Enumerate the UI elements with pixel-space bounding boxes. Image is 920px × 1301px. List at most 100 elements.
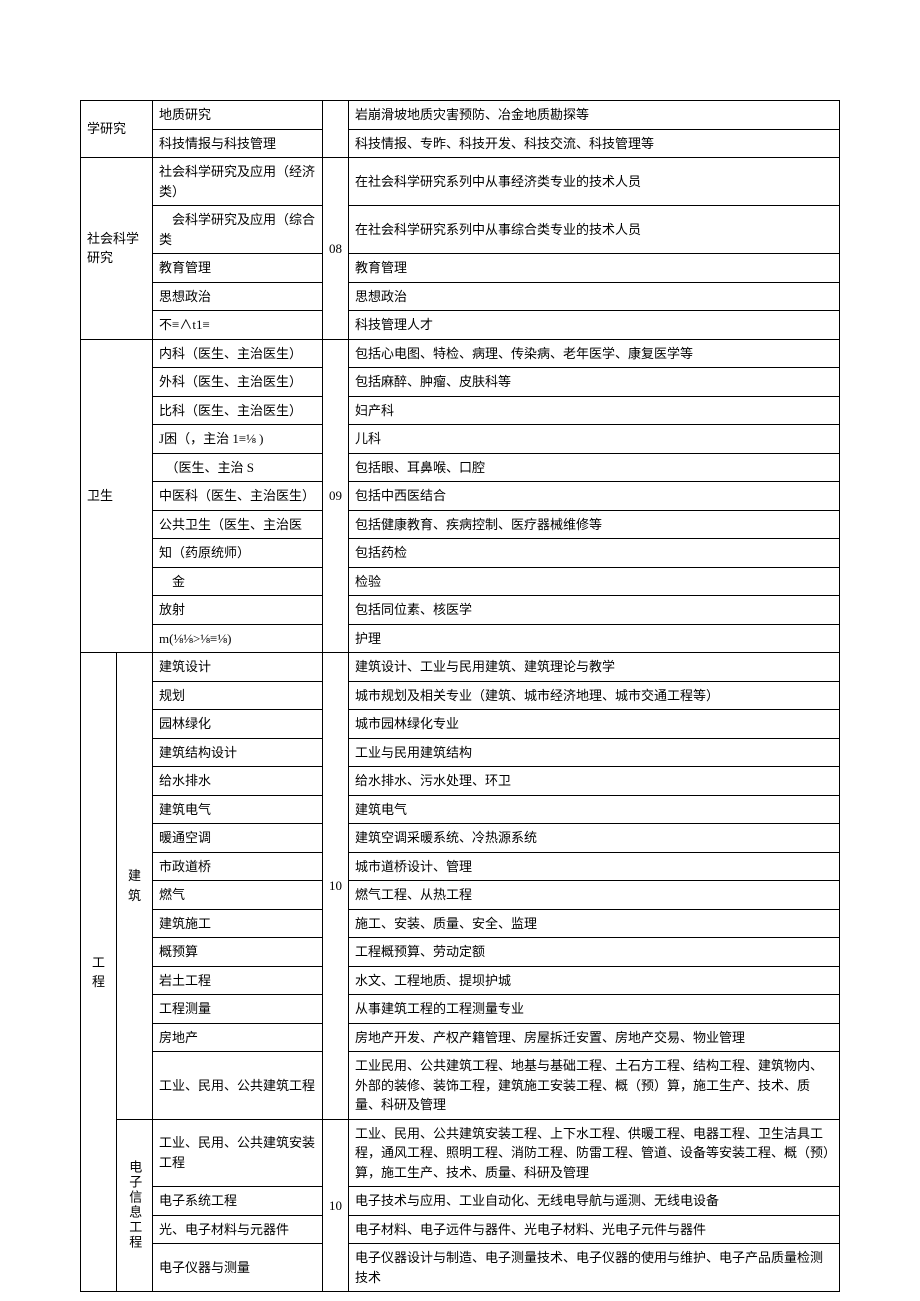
desc-cell: 城市园林绿化专业 <box>349 710 840 739</box>
desc-cell: 包括同位素、核医学 <box>349 596 840 625</box>
subject-cell: 房地产 <box>153 1023 323 1052</box>
table-row: 工业、民用、公共建筑工程工业民用、公共建筑工程、地基与基础工程、土石方工程、结构… <box>81 1052 840 1120</box>
subject-cell: 公共卫生（医生、主治医 <box>153 510 323 539</box>
table-row: 给水排水给水排水、污水处理、环卫 <box>81 767 840 796</box>
desc-cell: 建筑电气 <box>349 795 840 824</box>
subject-cell: （医生、主治 S <box>153 453 323 482</box>
desc-cell: 建筑设计、工业与民用建筑、建筑理论与教学 <box>349 653 840 682</box>
classification-table: 学研究 地质研究 岩崩滑坡地质灾害预防、冶金地质勘探等 科技情报与科技管理 科技… <box>80 100 840 1292</box>
desc-cell: 城市规划及相关专业（建筑、城市经济地理、城市交通工程等） <box>349 681 840 710</box>
desc-cell: 电子技术与应用、工业自动化、无线电导航与遥测、无线电设备 <box>349 1187 840 1216</box>
desc-cell: 从事建筑工程的工程测量专业 <box>349 995 840 1024</box>
desc-cell: 水文、工程地质、提坝护城 <box>349 966 840 995</box>
desc-cell: 儿科 <box>349 425 840 454</box>
desc-cell: 检验 <box>349 567 840 596</box>
subject-cell: J困（，主治 1≡⅛ ) <box>153 425 323 454</box>
table-row: 岩土工程水文、工程地质、提坝护城 <box>81 966 840 995</box>
desc-cell: 科技情报、专昨、科技开发、科技交流、科技管理等 <box>349 129 840 158</box>
code-cell: 10 <box>323 653 349 1120</box>
category-cell: 社会科学研究 <box>81 158 153 340</box>
subject-cell: 社会科学研究及应用（经济类） <box>153 158 323 206</box>
subject-cell: 建筑施工 <box>153 909 323 938</box>
category-cell: 卫生 <box>81 339 153 653</box>
subject-cell: 建筑电气 <box>153 795 323 824</box>
table-row: 放射包括同位素、核医学 <box>81 596 840 625</box>
desc-cell: 包括健康教育、疾病控制、医疗器械维修等 <box>349 510 840 539</box>
subject-cell: 外科（医生、主治医生） <box>153 368 323 397</box>
desc-cell: 教育管理 <box>349 254 840 283</box>
subject-cell: 建筑结构设计 <box>153 738 323 767</box>
table-row: 燃气燃气工程、从热工程 <box>81 881 840 910</box>
subject-cell: 不≡∧t1≡ <box>153 311 323 340</box>
subject-cell: 教育管理 <box>153 254 323 283</box>
subject-cell: 暖通空调 <box>153 824 323 853</box>
desc-cell: 包括眼、耳鼻喉、口腔 <box>349 453 840 482</box>
desc-cell: 思想政治 <box>349 282 840 311</box>
desc-cell: 施工、安装、质量、安全、监理 <box>349 909 840 938</box>
subject-cell: 中医科（医生、主治医生） <box>153 482 323 511</box>
table-row: 电子信息工程 工业、民用、公共建筑安装工程 10 工业、民用、公共建筑安装工程、… <box>81 1119 840 1187</box>
table-row: 规划城市规划及相关专业（建筑、城市经济地理、城市交通工程等） <box>81 681 840 710</box>
subcategory-cell: 电子信息工程 <box>117 1119 153 1292</box>
desc-cell: 妇产科 <box>349 396 840 425</box>
subject-cell: 工业、民用、公共建筑工程 <box>153 1052 323 1120</box>
desc-cell: 在社会科学研究系列中从事综合类专业的技术人员 <box>349 206 840 254</box>
table-row: 知（药原统师） 包括药检 <box>81 539 840 568</box>
desc-cell: 电子材料、电子远件与器件、光电子材料、光电子元件与器件 <box>349 1215 840 1244</box>
table-row: 不≡∧t1≡ 科技管理人才 <box>81 311 840 340</box>
desc-cell: 岩崩滑坡地质灾害预防、冶金地质勘探等 <box>349 101 840 130</box>
desc-cell: 工程概预算、劳动定额 <box>349 938 840 967</box>
desc-cell: 包括麻醉、肿瘤、皮肤科等 <box>349 368 840 397</box>
desc-cell: 在社会科学研究系列中从事经济类专业的技术人员 <box>349 158 840 206</box>
table-row: 中医科（医生、主治医生） 包括中西医结合 <box>81 482 840 511</box>
desc-cell: 科技管理人才 <box>349 311 840 340</box>
desc-cell: 包括药检 <box>349 539 840 568</box>
subject-cell: 思想政治 <box>153 282 323 311</box>
table-row: 教育管理 教育管理 <box>81 254 840 283</box>
desc-cell: 燃气工程、从热工程 <box>349 881 840 910</box>
subject-cell: 电子系统工程 <box>153 1187 323 1216</box>
desc-cell: 工业民用、公共建筑工程、地基与基础工程、土石方工程、结构工程、建筑物内、外部的装… <box>349 1052 840 1120</box>
desc-cell: 给水排水、污水处理、环卫 <box>349 767 840 796</box>
subject-cell: 地质研究 <box>153 101 323 130</box>
subject-cell: 概预算 <box>153 938 323 967</box>
subject-cell: 比科（医生、主治医生） <box>153 396 323 425</box>
category-cell: 工程 <box>81 653 117 1292</box>
table-row: 科技情报与科技管理 科技情报、专昨、科技开发、科技交流、科技管理等 <box>81 129 840 158</box>
table-row: 园林绿化城市园林绿化专业 <box>81 710 840 739</box>
code-cell: 09 <box>323 339 349 653</box>
table-row: 建筑结构设计工业与民用建筑结构 <box>81 738 840 767</box>
subject-cell: 燃气 <box>153 881 323 910</box>
subject-cell: 工业、民用、公共建筑安装工程 <box>153 1119 323 1187</box>
table-row: m(⅛⅛>⅛≡⅛)护理 <box>81 624 840 653</box>
subject-cell: 园林绿化 <box>153 710 323 739</box>
desc-cell: 包括中西医结合 <box>349 482 840 511</box>
desc-cell: 工业、民用、公共建筑安装工程、上下水工程、供暖工程、电器工程、卫生洁具工程，通风… <box>349 1119 840 1187</box>
desc-cell: 建筑空调采暖系统、冷热源系统 <box>349 824 840 853</box>
table-row: 建筑施工施工、安装、质量、安全、监理 <box>81 909 840 938</box>
subject-cell: 知（药原统师） <box>153 539 323 568</box>
subject-cell: 工程测量 <box>153 995 323 1024</box>
category-cell: 学研究 <box>81 101 153 158</box>
table-row: 电子仪器与测量电子仪器设计与制造、电子测量技术、电子仪器的使用与维护、电子产品质… <box>81 1244 840 1292</box>
table-row: 会科学研究及应用（综合类 在社会科学研究系列中从事综合类专业的技术人员 <box>81 206 840 254</box>
desc-cell: 护理 <box>349 624 840 653</box>
subject-cell: 光、电子材料与元器件 <box>153 1215 323 1244</box>
subject-cell: 会科学研究及应用（综合类 <box>153 206 323 254</box>
table-row: 卫生 内科（医生、主治医生） 09 包括心电图、特检、病理、传染病、老年医学、康… <box>81 339 840 368</box>
table-row: 社会科学研究 社会科学研究及应用（经济类） 08 在社会科学研究系列中从事经济类… <box>81 158 840 206</box>
table-row: （医生、主治 S 包括眼、耳鼻喉、口腔 <box>81 453 840 482</box>
table-row: 暖通空调建筑空调采暖系统、冷热源系统 <box>81 824 840 853</box>
table-row: 光、电子材料与元器件电子材料、电子远件与器件、光电子材料、光电子元件与器件 <box>81 1215 840 1244</box>
desc-cell: 工业与民用建筑结构 <box>349 738 840 767</box>
subject-cell: 给水排水 <box>153 767 323 796</box>
document-page: 学研究 地质研究 岩崩滑坡地质灾害预防、冶金地质勘探等 科技情报与科技管理 科技… <box>0 0 920 1301</box>
table-row: 公共卫生（医生、主治医包括健康教育、疾病控制、医疗器械维修等 <box>81 510 840 539</box>
table-row: 建筑电气建筑电气 <box>81 795 840 824</box>
table-row: 思想政治 思想政治 <box>81 282 840 311</box>
code-cell: 10 <box>323 1119 349 1292</box>
subject-cell: 放射 <box>153 596 323 625</box>
subject-cell: 建筑设计 <box>153 653 323 682</box>
subject-cell: 规划 <box>153 681 323 710</box>
desc-cell: 电子仪器设计与制造、电子测量技术、电子仪器的使用与维护、电子产品质量检测技术 <box>349 1244 840 1292</box>
